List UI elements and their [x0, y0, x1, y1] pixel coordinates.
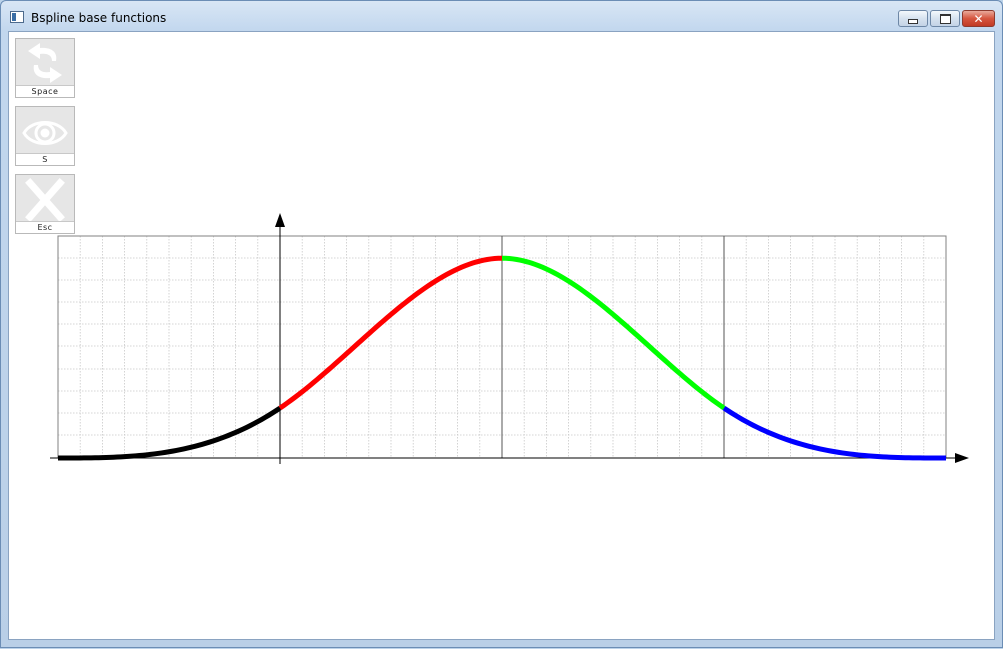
series-line: [58, 405, 282, 461]
series-line: [722, 405, 946, 461]
series-line: [501, 255, 726, 411]
swap-button[interactable]: Space: [15, 38, 75, 98]
y-axis-arrow: [275, 213, 285, 227]
close-icon: ✕: [973, 11, 984, 26]
window-title: Bspline base functions: [31, 11, 167, 25]
show-button[interactable]: S: [15, 106, 75, 166]
close-x-icon: [25, 178, 65, 222]
escape-button[interactable]: Esc: [15, 174, 75, 234]
swap-arrows-icon: [28, 43, 62, 83]
show-button-label: S: [16, 153, 74, 165]
swap-button-label: Space: [16, 85, 74, 97]
minimize-icon: [908, 18, 918, 24]
eye-icon: [22, 121, 68, 145]
minimize-button[interactable]: [898, 10, 928, 27]
x-axis-arrow: [955, 453, 969, 463]
escape-button-label: Esc: [16, 221, 74, 233]
title-bar[interactable]: Bspline base functions ✕: [1, 1, 1002, 31]
app-icon: [10, 11, 24, 23]
maximize-button[interactable]: [930, 10, 960, 27]
series-line: [278, 255, 503, 411]
close-window-button[interactable]: ✕: [962, 10, 995, 27]
maximize-icon: [939, 13, 951, 24]
